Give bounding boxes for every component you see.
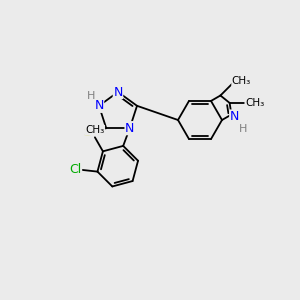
Text: H: H xyxy=(239,124,247,134)
Text: H: H xyxy=(87,91,95,101)
Text: Cl: Cl xyxy=(69,163,82,176)
Text: N: N xyxy=(125,122,134,135)
Text: N: N xyxy=(113,85,123,98)
Text: CH₃: CH₃ xyxy=(245,98,264,108)
Text: S: S xyxy=(83,126,91,139)
Text: N: N xyxy=(230,110,239,123)
Text: N: N xyxy=(94,99,104,112)
Text: CH₃: CH₃ xyxy=(232,76,251,86)
Text: CH₃: CH₃ xyxy=(85,125,104,135)
